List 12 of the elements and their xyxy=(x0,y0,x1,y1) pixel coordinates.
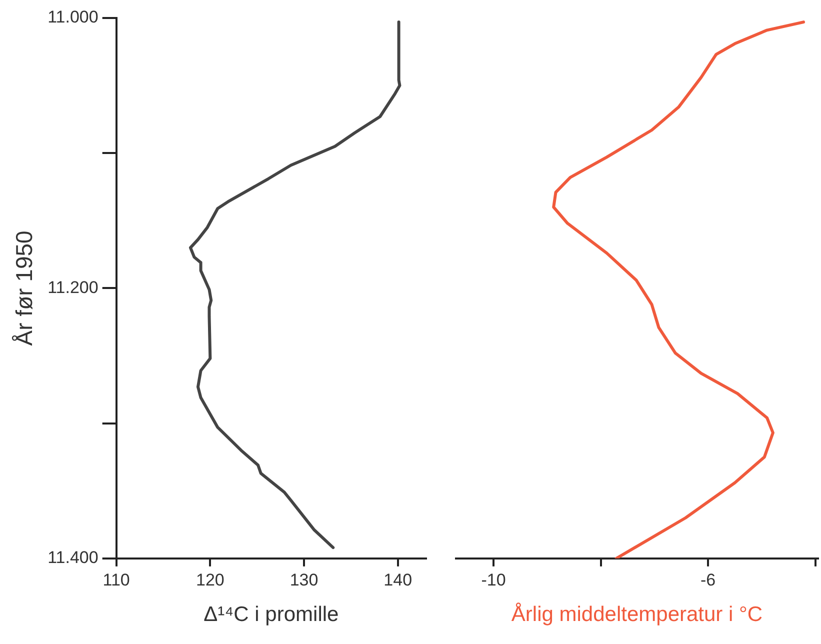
x-tick-label: 130 xyxy=(290,570,318,590)
y-tick-label: 11.200 xyxy=(48,278,98,297)
x-tick-label: -6 xyxy=(700,570,716,590)
y-axis-title: År før 1950 xyxy=(11,230,38,346)
y-tick-label: 11.000 xyxy=(48,8,98,27)
y-tick-label: 11.400 xyxy=(48,548,98,568)
x-tick-label: 120 xyxy=(196,570,224,590)
x-tick-label: -10 xyxy=(481,570,506,590)
x-axis-title: Årlig middeltemperatur i °C xyxy=(511,602,763,626)
x-tick-label: 140 xyxy=(384,570,412,590)
x-tick-label: 110 xyxy=(102,570,130,590)
x-axis-title: Δ¹⁴C i promille xyxy=(204,603,339,626)
